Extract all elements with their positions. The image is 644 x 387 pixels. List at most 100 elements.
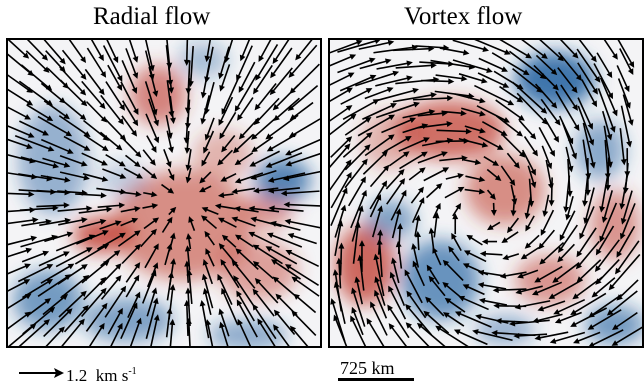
flow-arrow [81,287,107,318]
flow-arrow [532,313,563,324]
scale-bar [338,378,414,381]
flow-arrow [616,279,639,301]
flow-arrow [267,172,306,183]
flow-arrow [8,323,37,346]
flow-arrow [411,197,425,224]
flow-arrow [143,191,158,198]
flow-arrow [8,74,33,94]
flow-arrow [330,171,352,209]
flow-arrow [534,265,563,283]
flow-arrow [232,133,254,154]
flow-arrow [110,322,123,346]
flow-arrow [82,173,109,182]
flow-arrow [461,107,486,117]
flow-arrow [221,135,236,153]
flow-arrow [37,274,72,297]
flow-arrow [521,40,548,59]
flow-arrow [369,180,388,210]
flow-arrow [248,231,280,248]
flow-arrow [578,40,597,63]
flow-arrow [537,300,566,312]
flow-arrow [43,100,70,120]
flow-arrow [595,225,615,256]
flow-arrow [145,113,160,144]
flow-arrow [280,190,320,197]
flow-arrow [20,156,60,169]
flow-arrow [220,258,240,289]
flow-arrow [97,232,126,250]
flow-arrow [507,217,520,234]
flow-arrow [120,302,138,339]
flow-arrow [270,47,293,79]
vortex-flow-title: Vortex flow [404,3,523,30]
flow-arrow [463,158,482,166]
reference-arrow-label: 1.2 km s-1 [66,362,137,386]
flow-arrow [389,271,406,307]
flow-arrow [344,158,368,189]
flow-arrow [199,185,212,193]
flow-arrow [599,77,618,117]
flow-arrow [591,277,616,298]
flow-arrow [421,78,455,85]
flow-arrow [617,40,635,68]
flow-arrow [477,72,510,88]
flow-arrow [543,117,559,143]
flow-arrow [234,74,258,112]
flow-arrow [8,311,31,330]
flow-arrow [376,87,419,102]
flow-arrow [596,52,613,79]
flow-arrow [120,217,139,227]
flow-arrow [81,152,108,166]
flow-arrow [439,155,468,162]
flow-arrow [351,306,364,336]
flow-arrow [495,99,525,121]
flow-arrow [167,168,175,181]
flow-arrow [451,232,462,252]
flow-arrow [8,279,31,292]
flow-arrow [581,79,597,108]
flow-arrow [236,290,255,322]
flow-arrow [163,149,172,168]
flow-arrow [248,205,280,213]
flow-arrow [252,260,274,280]
flow-arrow [412,260,425,287]
flow-arrow [150,314,160,346]
flow-arrow [85,302,108,332]
flow-arrow [120,135,142,158]
flow-arrow [466,234,483,246]
flow-arrow [236,299,258,338]
flow-arrow [125,48,139,79]
flow-arrow [268,205,304,212]
flow-arrow [125,262,141,283]
flow-arrow [506,152,520,169]
flow-arrow [540,209,555,236]
flow-arrow [75,192,107,199]
flow-arrow [514,300,551,310]
flow-arrow [357,114,396,137]
flow-arrow [148,66,159,98]
flow-arrow [603,40,618,60]
flow-arrow [27,298,52,317]
flow-arrow [364,87,394,100]
flow-arrow [525,215,535,232]
flow-arrow [330,40,363,54]
flow-arrow [83,276,107,301]
flow-arrow [141,166,158,179]
flow-arrow [499,85,524,103]
flow-arrow [265,152,303,168]
flow-arrow [594,239,620,272]
flow-arrow [358,240,365,272]
flow-arrow [19,120,49,136]
flow-arrow [205,248,215,267]
flow-arrow [404,269,423,304]
flow-arrow [388,151,410,167]
flow-arrow [218,46,230,80]
flow-arrow [161,183,175,194]
flow-arrow [553,298,586,315]
flow-arrow [37,115,73,137]
flow-arrow [85,101,108,123]
flow-arrow [417,121,453,129]
flow-arrow [486,168,502,181]
flow-arrow [555,90,580,131]
flow-arrow [97,202,126,209]
